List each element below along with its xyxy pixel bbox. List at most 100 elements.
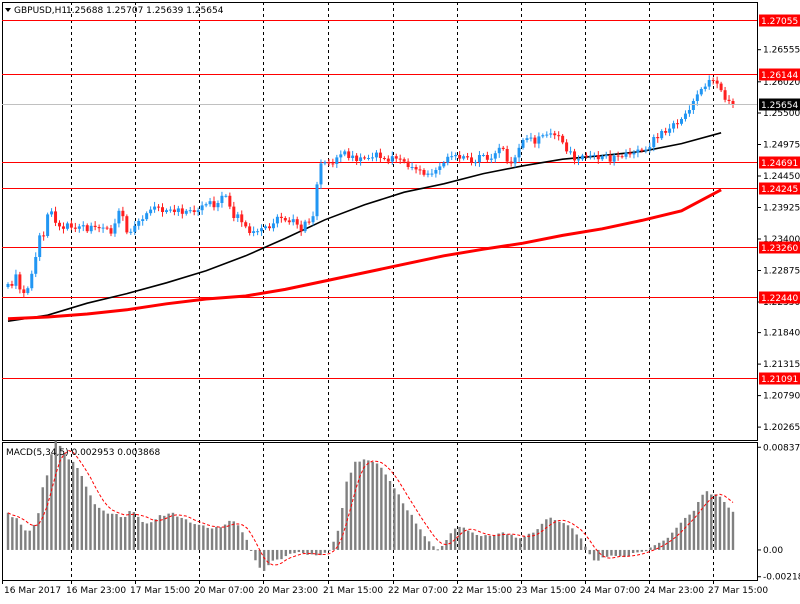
candlestick[interactable]	[315, 181, 319, 221]
candlestick[interactable]	[283, 216, 287, 223]
candlestick[interactable]	[168, 206, 172, 213]
candlestick[interactable]	[438, 162, 442, 175]
candlestick[interactable]	[14, 269, 18, 290]
candlestick[interactable]	[672, 120, 676, 133]
candlestick[interactable]	[691, 98, 695, 114]
candlestick[interactable]	[188, 206, 192, 214]
candlestick[interactable]	[707, 75, 711, 90]
candlestick[interactable]	[196, 207, 200, 216]
candlestick[interactable]	[291, 214, 295, 226]
candlestick[interactable]	[200, 201, 204, 215]
candlestick[interactable]	[307, 218, 311, 225]
candlestick[interactable]	[446, 153, 450, 166]
candlestick[interactable]	[699, 87, 703, 97]
candlestick[interactable]	[248, 223, 252, 236]
candlestick[interactable]	[573, 148, 577, 165]
candlestick[interactable]	[731, 98, 735, 108]
candlestick[interactable]	[121, 206, 125, 221]
candlestick[interactable]	[509, 156, 513, 167]
candlestick[interactable]	[125, 214, 129, 235]
candlestick[interactable]	[50, 208, 54, 217]
candlestick[interactable]	[208, 197, 212, 207]
candlestick[interactable]	[584, 152, 588, 159]
candlestick[interactable]	[648, 142, 652, 153]
candlestick[interactable]	[434, 167, 438, 178]
candlestick[interactable]	[240, 210, 244, 227]
candlestick[interactable]	[588, 150, 592, 160]
candlestick[interactable]	[378, 148, 382, 163]
candlestick[interactable]	[537, 132, 541, 149]
candlestick[interactable]	[521, 138, 525, 150]
candlestick[interactable]	[117, 208, 121, 228]
candlestick[interactable]	[695, 90, 699, 106]
candlestick[interactable]	[557, 131, 561, 141]
candlestick[interactable]	[632, 150, 636, 159]
candlestick[interactable]	[323, 160, 327, 166]
candlestick[interactable]	[141, 215, 145, 226]
candlestick[interactable]	[668, 123, 672, 137]
candlestick[interactable]	[319, 159, 323, 190]
candlestick[interactable]	[683, 110, 687, 122]
candlestick[interactable]	[422, 168, 426, 177]
candlestick[interactable]	[133, 221, 137, 236]
candlestick[interactable]	[664, 127, 668, 136]
candlestick[interactable]	[232, 201, 236, 222]
candlestick[interactable]	[477, 151, 481, 167]
candlestick[interactable]	[370, 152, 374, 162]
candlestick[interactable]	[644, 146, 648, 154]
candlestick[interactable]	[65, 221, 69, 231]
candlestick[interactable]	[311, 211, 315, 226]
candlestick[interactable]	[493, 150, 497, 163]
candlestick[interactable]	[636, 145, 640, 158]
candlestick[interactable]	[549, 128, 553, 138]
candlestick[interactable]	[398, 154, 402, 164]
candlestick[interactable]	[580, 153, 584, 161]
candlestick[interactable]	[299, 220, 303, 236]
candlestick[interactable]	[22, 285, 26, 298]
candlestick[interactable]	[351, 150, 355, 162]
candlestick[interactable]	[640, 147, 644, 153]
candlestick[interactable]	[656, 133, 660, 143]
candlestick[interactable]	[30, 270, 34, 291]
candlestick[interactable]	[592, 152, 596, 160]
candlestick[interactable]	[359, 153, 363, 166]
candlestick[interactable]	[426, 170, 430, 178]
candlestick[interactable]	[161, 203, 165, 217]
candlestick[interactable]	[363, 155, 367, 160]
candlestick[interactable]	[184, 209, 188, 216]
candlestick[interactable]	[624, 149, 628, 160]
candlestick[interactable]	[157, 204, 161, 212]
triangle-down-icon[interactable]	[5, 8, 11, 12]
candlestick[interactable]	[517, 143, 521, 163]
candlestick[interactable]	[501, 146, 505, 151]
candlestick[interactable]	[545, 131, 549, 138]
candlestick[interactable]	[93, 221, 97, 231]
candlestick[interactable]	[295, 216, 299, 229]
candlestick[interactable]	[513, 154, 517, 168]
candlestick[interactable]	[271, 218, 275, 232]
candlestick[interactable]	[252, 226, 256, 237]
candlestick[interactable]	[569, 146, 573, 155]
candlestick[interactable]	[489, 153, 493, 164]
candlestick[interactable]	[533, 135, 537, 148]
candlestick[interactable]	[541, 133, 545, 139]
candlestick[interactable]	[109, 224, 113, 237]
candlestick[interactable]	[85, 223, 89, 233]
candlestick[interactable]	[367, 154, 371, 161]
candlestick[interactable]	[204, 202, 208, 208]
candlestick[interactable]	[137, 218, 141, 230]
candlestick[interactable]	[153, 201, 157, 213]
candlestick[interactable]	[596, 151, 600, 164]
candlestick[interactable]	[228, 192, 232, 210]
candlestick[interactable]	[236, 211, 240, 222]
candlestick[interactable]	[303, 219, 307, 233]
candlestick[interactable]	[220, 191, 224, 208]
candlestick[interactable]	[149, 206, 153, 216]
candlestick[interactable]	[335, 154, 339, 168]
candlestick[interactable]	[703, 83, 707, 92]
candlestick[interactable]	[260, 224, 264, 236]
candlestick[interactable]	[279, 212, 283, 223]
candlestick[interactable]	[652, 134, 656, 152]
